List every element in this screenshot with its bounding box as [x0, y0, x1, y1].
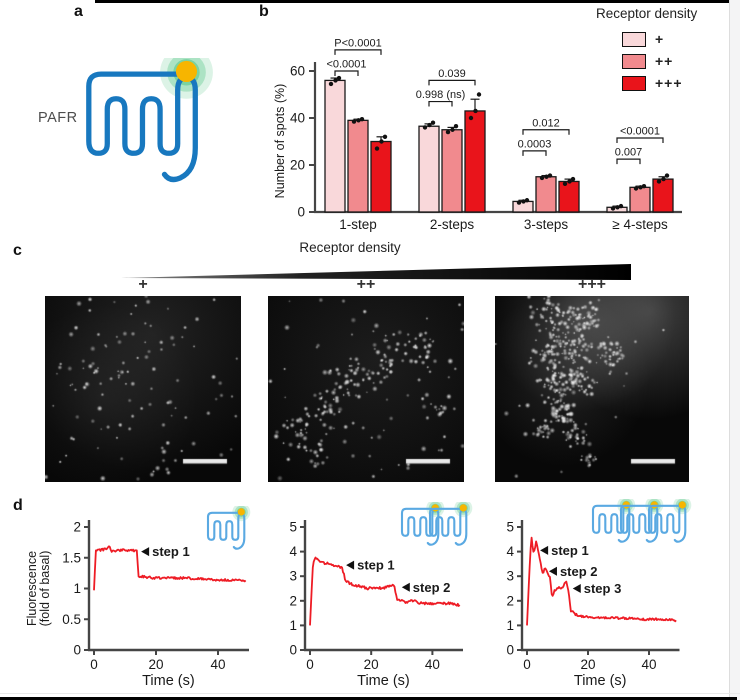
- svg-text:Time (s): Time (s): [357, 673, 410, 689]
- svg-text:4: 4: [506, 544, 514, 559]
- svg-text:1: 1: [289, 618, 297, 633]
- svg-text:step 2: step 2: [413, 580, 451, 595]
- svg-text:Time (s): Time (s): [574, 673, 627, 689]
- panel-a-label: a: [74, 3, 83, 20]
- svg-text:step 3: step 3: [584, 581, 622, 596]
- svg-text:5: 5: [506, 520, 514, 535]
- image-label-plusplus: ++: [356, 276, 376, 293]
- svg-text:2-steps: 2-steps: [430, 217, 475, 232]
- legend: Receptor density + ++ +++: [596, 6, 728, 97]
- receptor-icon-two-fluorophores: [400, 502, 473, 546]
- legend-swatch-icon: [622, 75, 646, 91]
- svg-text:40: 40: [641, 657, 656, 672]
- legend-swatch-icon: [622, 53, 646, 69]
- svg-text:5: 5: [289, 520, 297, 535]
- bottom-divider: [0, 693, 740, 694]
- panel-d-label: d: [13, 497, 23, 514]
- receptor-icon-one-fluorophore: [206, 506, 251, 550]
- svg-text:40: 40: [210, 657, 225, 672]
- image-label-plusplusplus: +++: [577, 276, 607, 293]
- svg-text:20: 20: [580, 657, 595, 672]
- svg-text:0.0003: 0.0003: [518, 138, 552, 150]
- svg-text:0.998 (ns): 0.998 (ns): [416, 89, 466, 101]
- svg-text:≥ 4-steps: ≥ 4-steps: [612, 217, 668, 232]
- svg-text:0: 0: [506, 643, 514, 658]
- svg-text:3: 3: [506, 569, 514, 584]
- svg-text:0.039: 0.039: [438, 68, 466, 80]
- legend-item: +: [622, 31, 728, 47]
- svg-text:<0.0001: <0.0001: [326, 59, 366, 71]
- pafr-receptor-illustration: [86, 58, 213, 183]
- svg-text:60: 60: [290, 64, 305, 79]
- svg-text:0.012: 0.012: [532, 117, 560, 129]
- svg-text:1: 1: [506, 618, 514, 633]
- svg-text:step 1: step 1: [152, 544, 190, 559]
- legend-item-label: +: [655, 31, 665, 47]
- svg-text:2: 2: [73, 520, 81, 535]
- svg-text:P<0.0001: P<0.0001: [334, 37, 381, 49]
- legend-title: Receptor density: [596, 6, 698, 21]
- svg-text:0.5: 0.5: [62, 612, 81, 627]
- svg-text:0: 0: [523, 657, 531, 672]
- svg-text:20: 20: [364, 657, 379, 672]
- panel-c-label: c: [13, 242, 22, 259]
- svg-text:3-steps: 3-steps: [524, 217, 569, 232]
- top-border: [95, 0, 740, 3]
- legend-item: ++: [622, 53, 728, 69]
- receptor-icon-three-fluorophores: [591, 499, 692, 543]
- svg-text:0: 0: [73, 643, 81, 658]
- svg-text:1: 1: [73, 581, 81, 596]
- svg-text:step 1: step 1: [551, 543, 589, 558]
- svg-text:2: 2: [289, 593, 297, 608]
- svg-text:20: 20: [148, 657, 163, 672]
- right-border: [729, 0, 740, 700]
- svg-text:step 2: step 2: [560, 564, 598, 579]
- panel-b-label: b: [259, 3, 269, 20]
- tirf-image-high-density: [495, 296, 689, 482]
- svg-text:Number of spots (%): Number of spots (%): [273, 84, 287, 199]
- legend-item-label: ++: [655, 53, 674, 69]
- tirf-image-medium-density: [268, 296, 464, 482]
- tirf-image-low-density: [45, 296, 241, 482]
- legend-items: + ++ +++: [596, 31, 728, 91]
- svg-text:40: 40: [425, 657, 440, 672]
- svg-text:20: 20: [290, 158, 305, 173]
- svg-text:2: 2: [506, 593, 514, 608]
- image-label-plus: +: [138, 276, 148, 293]
- svg-text:step 1: step 1: [357, 558, 395, 573]
- bottom-border: [0, 697, 737, 700]
- svg-text:40: 40: [290, 111, 305, 126]
- svg-text:1-step: 1-step: [339, 217, 377, 232]
- svg-text:0: 0: [297, 205, 305, 220]
- svg-text:0: 0: [306, 657, 314, 672]
- svg-text:3: 3: [289, 569, 297, 584]
- svg-text:0: 0: [90, 657, 98, 672]
- svg-text:0: 0: [289, 643, 297, 658]
- bleaching-trace-chart-2: 0 1 2 3 4 5 0 20 40 Time (s) step 1 step 2: [289, 520, 463, 689]
- bleaching-trace-chart-3: 0 1 2 3 4 5 0 20 40 Time (s) step 1 step 2 step 3: [506, 520, 680, 689]
- svg-text:Fluorescence: Fluorescence: [25, 551, 39, 626]
- svg-text:1.5: 1.5: [62, 550, 81, 565]
- legend-item-label: +++: [655, 75, 683, 91]
- receptor-density-gradient-label: Receptor density: [299, 240, 401, 255]
- svg-text:0.007: 0.007: [615, 147, 643, 159]
- svg-text:(fold of basal): (fold of basal): [38, 551, 52, 627]
- pafr-label: PAFR: [38, 110, 78, 126]
- legend-swatch-icon: [622, 31, 646, 47]
- legend-item: +++: [622, 75, 728, 91]
- svg-text:<0.0001: <0.0001: [620, 125, 660, 137]
- density-wedge-icon: [121, 264, 631, 280]
- svg-text:4: 4: [289, 544, 297, 559]
- svg-text:Time (s): Time (s): [142, 673, 195, 689]
